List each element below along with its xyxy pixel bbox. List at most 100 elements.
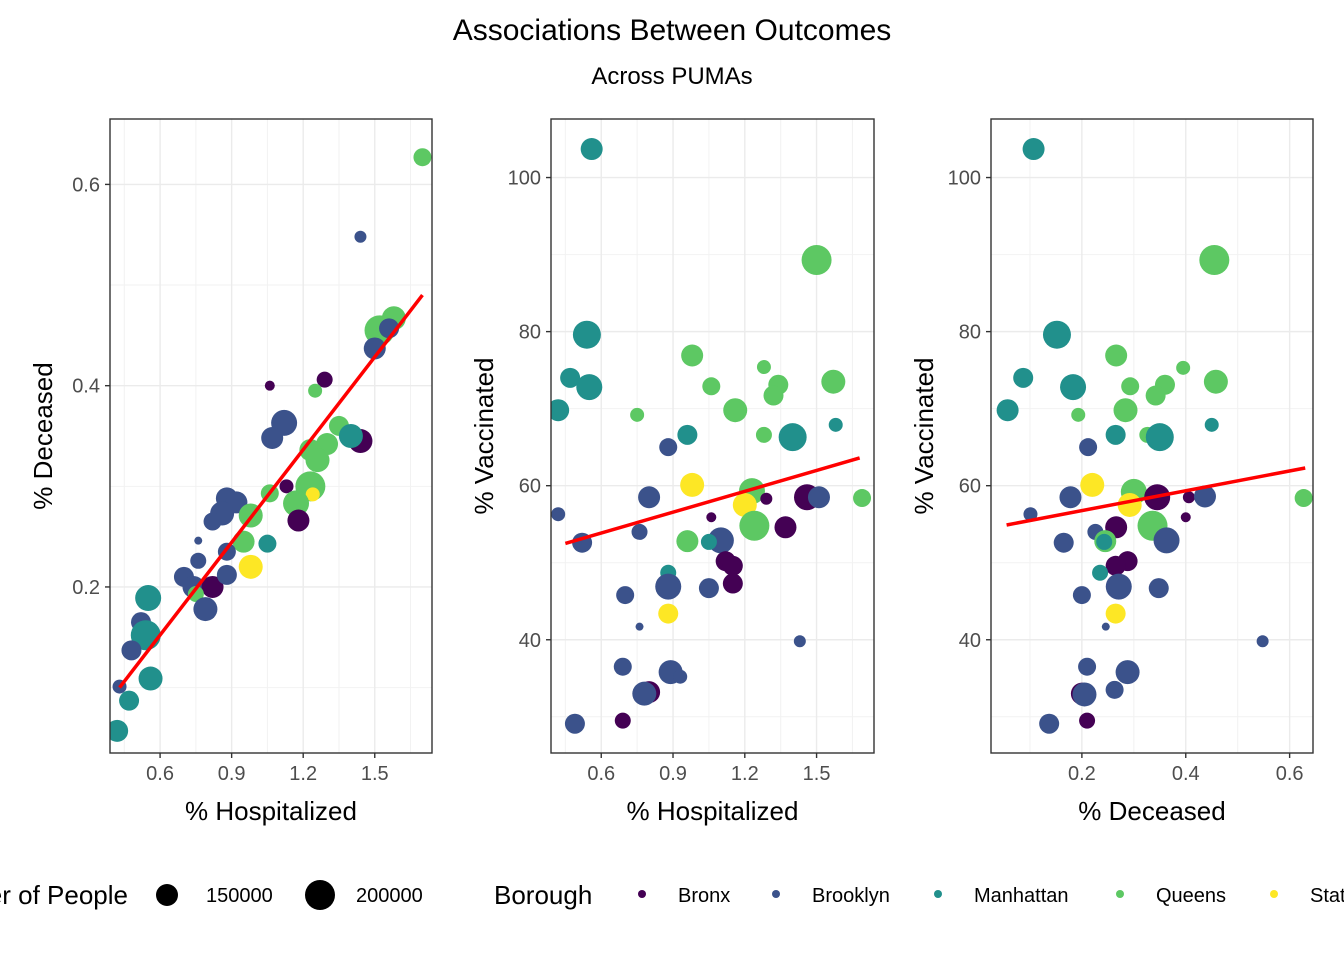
point-layer <box>551 138 872 734</box>
legend-color-key-manhattan <box>934 890 942 898</box>
legend-color-title: Borough <box>494 880 592 910</box>
panel-border <box>550 118 875 754</box>
fit-line <box>564 456 861 546</box>
y-tick-label: 80 <box>959 322 981 344</box>
legend-color-label-staten-island: Staten Island <box>1310 885 1344 907</box>
data-point-bronx <box>279 479 294 494</box>
data-point-queens <box>1113 398 1138 423</box>
data-point-manhattan <box>551 399 570 422</box>
legend-size-key-200000 <box>305 880 335 910</box>
y-tick-label: 40 <box>959 630 981 652</box>
x-axis-title: % Deceased <box>1078 796 1225 826</box>
y-tick-label: 100 <box>508 168 541 190</box>
data-point-queens <box>821 369 846 394</box>
data-point-brooklyn <box>354 230 367 243</box>
data-point-queens <box>801 244 832 275</box>
legend-color-label-bronx: Bronx <box>678 885 730 907</box>
data-point-brooklyn <box>631 523 648 540</box>
data-point-brooklyn <box>1115 660 1140 685</box>
data-point-manhattan <box>778 423 807 452</box>
data-point-staten-island <box>732 492 757 517</box>
data-point-brooklyn <box>616 586 635 605</box>
x-tick-label: 0.6 <box>1276 763 1304 785</box>
point-layer <box>110 148 432 742</box>
data-point-brooklyn <box>1105 573 1132 600</box>
data-point-staten-island <box>305 487 320 502</box>
data-point-staten-island <box>658 603 679 624</box>
data-point-manhattan <box>580 138 603 161</box>
point-layer <box>996 138 1313 734</box>
data-point-bronx <box>774 516 797 539</box>
data-point-queens <box>1203 369 1228 394</box>
data-point-bronx <box>1079 712 1096 729</box>
legend-size-key-150000 <box>156 884 178 906</box>
data-point-bronx <box>614 712 631 729</box>
panel-border <box>990 118 1314 754</box>
data-point-manhattan <box>338 424 363 448</box>
chart-title: Associations Between Outcomes <box>453 14 892 47</box>
data-point-queens <box>283 490 310 517</box>
data-point-queens <box>305 448 330 473</box>
data-point-bronx <box>1180 512 1191 523</box>
data-point-queens <box>723 398 748 423</box>
data-point-brooklyn <box>203 512 222 531</box>
data-point-manhattan <box>1105 424 1126 445</box>
data-point-brooklyn <box>1079 438 1098 457</box>
data-point-manhattan <box>258 534 277 553</box>
data-point-manhattan <box>1145 423 1174 452</box>
data-point-bronx <box>316 371 333 388</box>
data-point-staten-island <box>1080 472 1105 497</box>
data-point-brooklyn <box>1101 622 1110 631</box>
data-point-queens <box>1105 344 1128 367</box>
data-point-brooklyn <box>1072 586 1091 605</box>
y-tick-label: 0.6 <box>72 174 100 196</box>
data-point-bronx <box>722 573 743 594</box>
data-point-queens <box>676 530 699 553</box>
x-tick-label: 0.6 <box>587 763 615 785</box>
legend-size-label-150000: 150000 <box>206 885 273 907</box>
data-point-bronx <box>1182 491 1195 504</box>
data-point-brooklyn <box>638 486 661 509</box>
data-point-queens <box>1071 407 1086 422</box>
data-point-brooklyn <box>190 552 207 569</box>
data-point-queens <box>232 530 255 553</box>
data-point-brooklyn <box>632 681 657 706</box>
y-tick-label: 80 <box>519 322 541 344</box>
y-tick-label: 40 <box>519 630 541 652</box>
fit-line <box>1006 466 1306 527</box>
data-point-staten-island <box>680 472 705 497</box>
x-tick-label: 1.2 <box>731 763 759 785</box>
x-tick-label: 0.4 <box>1172 763 1200 785</box>
data-point-queens <box>1294 489 1313 508</box>
data-point-queens <box>739 510 770 541</box>
x-tick-label: 1.5 <box>361 763 389 785</box>
legend-size-label-200000: 200000 <box>356 885 423 907</box>
panel-deceased-vs-vaccinated: 0.2 0.4 0.6 40 60 80 100 % Deceased % Vaccinated <box>909 118 1314 826</box>
data-point-brooklyn <box>635 622 644 631</box>
y-axis-title: % Deceased <box>28 362 58 509</box>
data-point-brooklyn <box>193 597 218 622</box>
data-point-manhattan <box>1013 367 1034 388</box>
data-point-brooklyn <box>613 657 632 676</box>
data-point-manhattan <box>138 666 163 691</box>
data-point-brooklyn <box>673 669 688 684</box>
data-point-brooklyn <box>194 536 203 545</box>
x-tick-label: 0.2 <box>1068 763 1096 785</box>
data-point-brooklyn <box>659 438 678 457</box>
y-tick-label: 0.4 <box>72 376 100 398</box>
data-point-manhattan <box>572 320 601 349</box>
data-point-manhattan <box>110 719 129 742</box>
data-point-manhattan <box>828 417 843 432</box>
data-point-bronx <box>706 512 717 523</box>
x-tick-label: 0.9 <box>218 763 246 785</box>
data-point-manhattan <box>135 585 162 612</box>
data-point-manhattan <box>1022 138 1045 161</box>
x-tick-label: 0.6 <box>146 763 174 785</box>
data-point-queens <box>763 385 784 406</box>
data-point-queens <box>853 489 872 508</box>
data-point-brooklyn <box>1078 657 1097 676</box>
data-point-queens <box>756 360 771 375</box>
panel-hospitalized-vs-deceased: 0.6 0.9 1.2 1.5 0.2 0.4 0.6 % Hospitalized % Dec… <box>28 118 433 826</box>
data-point-bronx <box>760 492 773 505</box>
